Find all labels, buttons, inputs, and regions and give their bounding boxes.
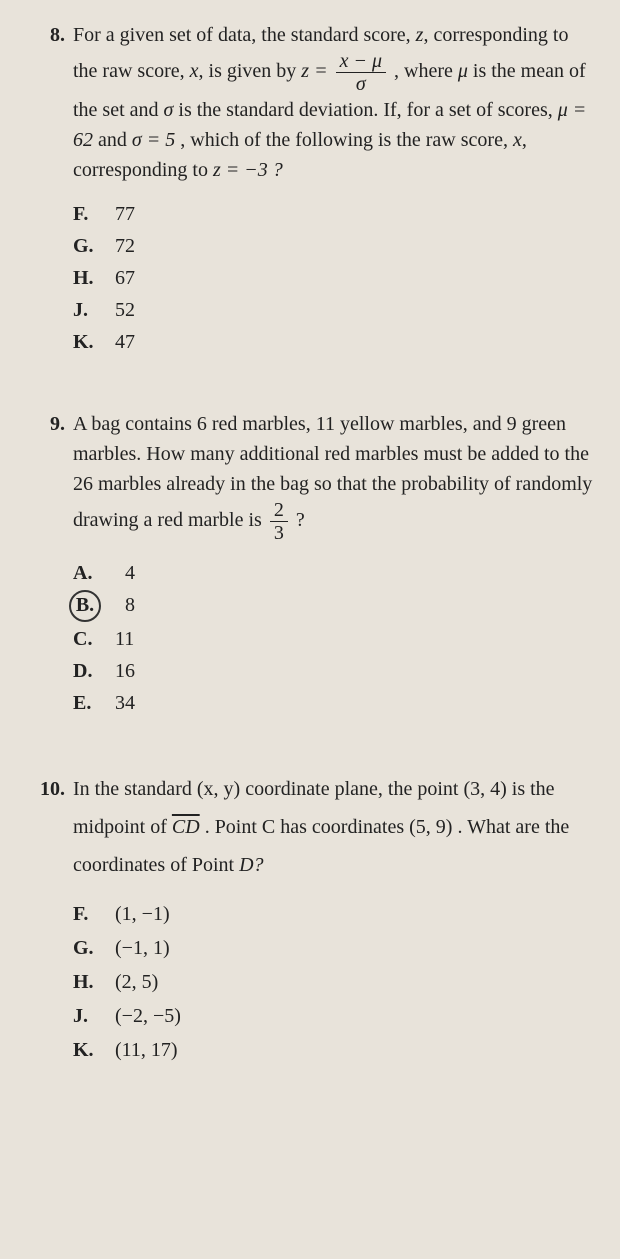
option-value: (−1, 1) xyxy=(109,932,170,964)
option-letter: K. xyxy=(73,327,109,357)
option-value: (2, 5) xyxy=(109,966,158,998)
eq-lhs: z = xyxy=(301,60,332,82)
option-h: H.(2, 5) xyxy=(73,966,595,998)
option-value: 67 xyxy=(109,263,135,293)
numerator: 2 xyxy=(270,499,288,522)
fraction: x − μσ xyxy=(336,50,386,95)
fraction: 23 xyxy=(270,499,288,544)
option-j: J.(−2, −5) xyxy=(73,1000,595,1032)
option-letter: K. xyxy=(73,1034,109,1066)
option-h: H.67 xyxy=(73,263,595,293)
option-value: 34 xyxy=(109,688,135,718)
question-9: 9. A bag contains 6 red marbles, 11 yell… xyxy=(25,409,595,720)
option-letter: C. xyxy=(73,624,109,654)
answer-options: F.77 G.72 H.67 J.52 K.47 xyxy=(73,199,595,357)
option-g: G.(−1, 1) xyxy=(73,932,595,964)
question-body: For a given set of data, the standard sc… xyxy=(73,20,595,359)
text: , which of the following is the raw scor… xyxy=(175,129,513,151)
option-value: (11, 17) xyxy=(109,1034,178,1066)
text: . Point C has coordinates xyxy=(200,816,409,838)
option-b: B.8 xyxy=(73,590,595,622)
var-d: D? xyxy=(239,854,263,876)
option-letter-circled: B. xyxy=(73,590,109,622)
coords: (x, y) xyxy=(197,778,240,800)
option-d: D.16 xyxy=(73,656,595,686)
var-x: x xyxy=(190,60,199,82)
question-stem: In the standard (x, y) coordinate plane,… xyxy=(73,770,595,884)
option-k: K.47 xyxy=(73,327,595,357)
option-letter: J. xyxy=(73,1000,109,1032)
option-letter: H. xyxy=(73,966,109,998)
question-body: A bag contains 6 red marbles, 11 yellow … xyxy=(73,409,595,720)
option-letter: F. xyxy=(73,898,109,930)
text: In the standard xyxy=(73,778,197,800)
option-f: F.(1, −1) xyxy=(73,898,595,930)
question-number: 8. xyxy=(25,20,73,359)
text: is the standard deviation. If, for a set… xyxy=(173,99,557,121)
var-mu: μ xyxy=(458,60,468,82)
numerator: x − μ xyxy=(336,50,386,73)
circle-mark: B. xyxy=(69,590,101,622)
option-value: 47 xyxy=(109,327,135,357)
option-j: J.52 xyxy=(73,295,595,325)
question-8: 8. For a given set of data, the standard… xyxy=(25,20,595,359)
question-stem: A bag contains 6 red marbles, 11 yellow … xyxy=(73,409,595,544)
question-stem: For a given set of data, the standard sc… xyxy=(73,20,595,185)
segment-cd: CD xyxy=(172,816,200,838)
question-number: 10. xyxy=(25,770,73,1068)
given: z = −3 ? xyxy=(213,159,283,181)
option-value: 4 xyxy=(109,558,135,588)
question-body: In the standard (x, y) coordinate plane,… xyxy=(73,770,595,1068)
option-value: 8 xyxy=(109,590,135,622)
option-value: 16 xyxy=(109,656,135,686)
option-f: F.77 xyxy=(73,199,595,229)
text: coordinate plane, the point xyxy=(240,778,463,800)
text: , is given by xyxy=(199,60,302,82)
text: A bag contains 6 red marbles, 11 yellow … xyxy=(73,413,592,531)
option-letter: H. xyxy=(73,263,109,293)
option-letter: G. xyxy=(73,932,109,964)
text: ? xyxy=(291,509,305,531)
option-value: 11 xyxy=(109,624,134,654)
option-value: 77 xyxy=(109,199,135,229)
denominator: σ xyxy=(336,73,386,95)
option-letter: A. xyxy=(73,558,109,588)
text: , where xyxy=(389,60,458,82)
option-value: (1, −1) xyxy=(109,898,170,930)
point: (3, 4) xyxy=(463,778,506,800)
point: (5, 9) xyxy=(409,816,452,838)
option-letter: J. xyxy=(73,295,109,325)
option-k: K.(11, 17) xyxy=(73,1034,595,1066)
option-letter: D. xyxy=(73,656,109,686)
option-a: A.4 xyxy=(73,558,595,588)
denominator: 3 xyxy=(270,522,288,544)
option-c: C.11 xyxy=(73,624,595,654)
question-10: 10. In the standard (x, y) coordinate pl… xyxy=(25,770,595,1068)
option-value: (−2, −5) xyxy=(109,1000,181,1032)
option-letter: E. xyxy=(73,688,109,718)
option-letter: F. xyxy=(73,199,109,229)
var-sigma: σ xyxy=(164,99,174,121)
option-e: E.34 xyxy=(73,688,595,718)
answer-options: F.(1, −1) G.(−1, 1) H.(2, 5) J.(−2, −5) … xyxy=(73,898,595,1066)
option-value: 72 xyxy=(109,231,135,261)
text: For a given set of data, the standard sc… xyxy=(73,24,416,46)
option-g: G.72 xyxy=(73,231,595,261)
option-letter: G. xyxy=(73,231,109,261)
question-number: 9. xyxy=(25,409,73,720)
option-value: 52 xyxy=(109,295,135,325)
var-x: x xyxy=(513,129,522,151)
answer-options: A.4 B.8 C.11 D.16 E.34 xyxy=(73,558,595,718)
given: σ = 5 xyxy=(132,129,175,151)
text: and xyxy=(93,129,132,151)
